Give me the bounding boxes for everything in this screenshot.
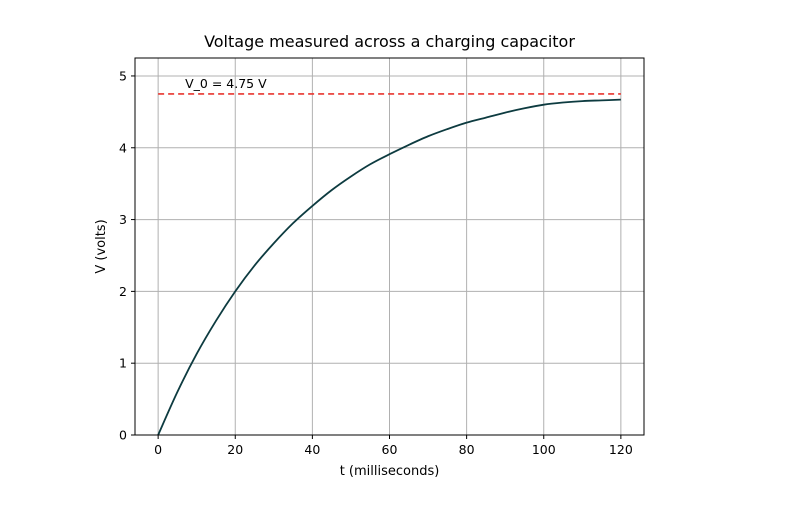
x-tick-label: 120	[609, 442, 633, 457]
x-axis-label: t (milliseconds)	[340, 464, 440, 479]
y-axis-label: V (volts)	[94, 219, 109, 273]
x-tick-label: 100	[532, 442, 556, 457]
x-tick-label: 40	[304, 442, 320, 457]
ticks: 0 20 40 60 80 100 120 0 1 2 3 4 5	[119, 68, 633, 457]
y-tick-label: 1	[119, 356, 127, 371]
y-tick-label: 2	[119, 284, 127, 299]
y-tick-label: 5	[119, 68, 127, 83]
y-tick-label: 3	[119, 212, 127, 227]
series-group	[157, 98, 621, 436]
reference-line-label: V_0 = 4.75 V	[185, 76, 267, 91]
x-tick-label: 60	[382, 442, 398, 457]
y-tick-label: 4	[119, 140, 127, 155]
x-tick-label: 0	[154, 442, 162, 457]
chart-title: Voltage measured across a charging capac…	[204, 32, 575, 51]
grid	[135, 58, 644, 436]
x-tick-label: 80	[459, 442, 475, 457]
series-line	[157, 98, 621, 436]
x-tick-label: 20	[227, 442, 243, 457]
y-tick-label: 0	[119, 428, 127, 443]
